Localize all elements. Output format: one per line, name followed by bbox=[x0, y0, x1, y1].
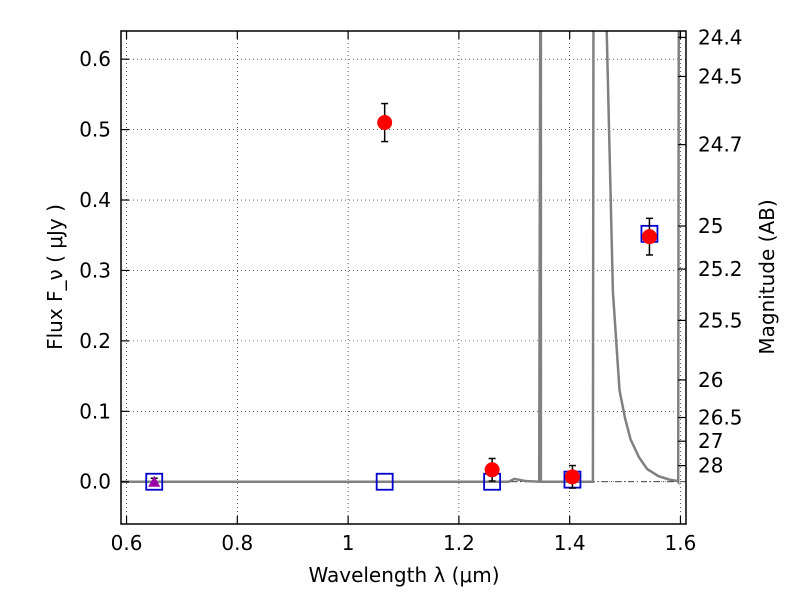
x-tick-label: 1 bbox=[342, 531, 355, 555]
magnitude-tick-label: 28 bbox=[698, 454, 723, 478]
model-points-layer bbox=[145, 224, 659, 491]
y-tick-label: 0.3 bbox=[79, 258, 111, 282]
x-axis-ticks: 0.6 0.8 1 1.2 1.4 1.6 bbox=[111, 31, 697, 555]
model-point bbox=[145, 472, 164, 491]
x-tick-label: 1.4 bbox=[554, 531, 586, 555]
magnitude-tick-label: 25 bbox=[698, 214, 723, 238]
grid bbox=[121, 31, 686, 524]
magnitude-tick-label: 24.5 bbox=[698, 64, 743, 88]
y-axis-label: Flux F_ν ( μJy ) bbox=[43, 204, 67, 350]
model-curve bbox=[121, 31, 680, 486]
magnitude-tick-label: 24.7 bbox=[698, 133, 743, 157]
y-tick-label: 0.4 bbox=[79, 188, 111, 212]
observed-upper-limit bbox=[148, 475, 161, 487]
plot-frame bbox=[120, 30, 687, 525]
magnitude-tick-label: 24.4 bbox=[698, 25, 743, 49]
right-axis-label: Magnitude (AB) bbox=[755, 199, 779, 354]
magnitude-tick-label: 27 bbox=[698, 429, 723, 453]
observed-points-layer bbox=[148, 102, 657, 489]
observed-point bbox=[484, 462, 500, 478]
model-curve-layer bbox=[121, 31, 680, 486]
y-tick-label: 0.0 bbox=[79, 470, 111, 494]
y-tick-label: 0.1 bbox=[79, 399, 111, 423]
x-axis-label: Wavelength λ (μm) bbox=[308, 563, 499, 587]
y-axis-ticks: 0.0 0.1 0.2 0.3 0.4 0.5 0.6 bbox=[79, 47, 129, 494]
observed-point bbox=[641, 229, 657, 245]
x-tick-label: 0.8 bbox=[221, 531, 253, 555]
observed-point bbox=[377, 115, 393, 131]
magnitude-tick-label: 25.5 bbox=[698, 308, 743, 332]
observed-point bbox=[564, 469, 580, 485]
magnitude-tick-label: 25.2 bbox=[698, 257, 743, 281]
y-tick-label: 0.5 bbox=[79, 118, 111, 142]
magnitude-tick-label: 26 bbox=[698, 368, 723, 392]
magnitude-tick-label: 26.5 bbox=[698, 406, 743, 430]
x-tick-label: 1.2 bbox=[443, 531, 475, 555]
y-tick-label: 0.6 bbox=[79, 47, 111, 71]
x-tick-label: 0.6 bbox=[111, 531, 143, 555]
x-tick-label: 1.6 bbox=[665, 531, 697, 555]
y-tick-label: 0.2 bbox=[79, 329, 111, 353]
model-point bbox=[375, 472, 394, 491]
